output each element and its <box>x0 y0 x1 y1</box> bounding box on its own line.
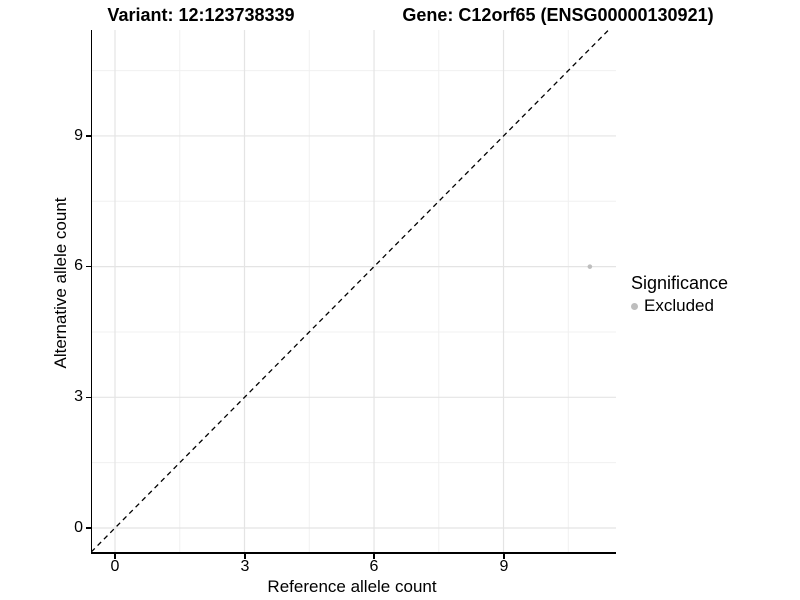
legend: Significance Excluded <box>631 272 728 316</box>
y-tick-label: 6 <box>74 257 83 274</box>
x-tick-mark <box>373 553 375 559</box>
excluded-point-icon <box>631 302 638 310</box>
y-tick-mark <box>86 396 91 399</box>
plot-canvas <box>92 30 616 552</box>
x-tick-mark <box>114 553 116 559</box>
x-axis-line <box>90 552 616 554</box>
y-tick-mark <box>86 135 91 137</box>
x-tick-label: 9 <box>499 558 509 575</box>
identity-line <box>92 30 609 552</box>
plot-panel <box>92 30 616 552</box>
y-axis-line <box>90 30 92 554</box>
y-tick-mark <box>86 265 91 268</box>
legend-item-excluded: Excluded <box>631 296 728 316</box>
x-axis-title: Reference allele count <box>267 577 437 596</box>
y-tick-label: 9 <box>74 127 83 144</box>
y-axis-title: Alternative allele count <box>51 197 70 369</box>
x-tick-label: 0 <box>110 558 120 575</box>
x-tick-mark <box>244 553 246 559</box>
x-tick-mark <box>503 553 505 559</box>
y-tick-label: 0 <box>74 519 83 536</box>
x-tick-label: 3 <box>240 558 250 575</box>
data-point <box>587 264 593 269</box>
y-tick-label: 3 <box>74 388 83 405</box>
legend-item-label: Excluded <box>644 296 714 315</box>
y-tick-mark <box>86 527 91 529</box>
plot-title-gene: Gene: C12orf65 (ENSG00000130921) <box>402 5 714 25</box>
legend-title: Significance <box>631 273 729 293</box>
plot-title-variant: Variant: 12:123738339 <box>107 5 295 25</box>
x-tick-label: 6 <box>369 558 379 575</box>
